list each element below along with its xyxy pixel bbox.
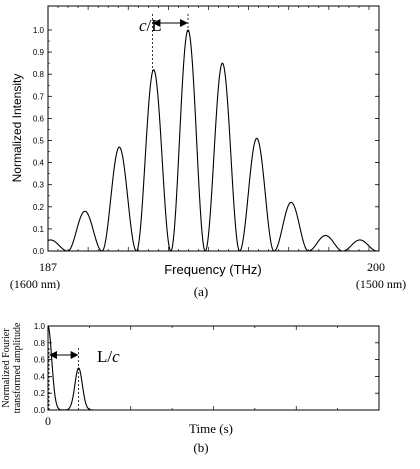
b-y-tick-label: 0.0 (34, 406, 46, 415)
a-x-axis-label: Frequency (THz) (164, 262, 262, 277)
b-amplitude-curve (47, 325, 379, 411)
a-intensity-curve (47, 29, 380, 252)
b-y-axis-label-line1: Normalized Fourier (1, 328, 12, 408)
a-annotation-label: c/L (139, 16, 162, 35)
b-panel-label: (b) (193, 440, 208, 455)
a-y-axis-label: Normalized Intensity (10, 74, 24, 183)
a-x-ticks (57, 6, 370, 251)
a-y-tick-label: 0.8 (33, 70, 45, 79)
a-y-tick-label: 0.1 (33, 225, 45, 234)
b-x-tick-label-0: 0 (45, 414, 51, 428)
a-y-tick-label: 0.5 (33, 137, 45, 146)
a-y-tick-label: 0.7 (33, 92, 45, 101)
a-y-tick-label: 0.0 (33, 247, 45, 256)
b-y-tick-label: 0.6 (34, 356, 46, 365)
b-annotation-label: L/c (97, 347, 120, 366)
a-y-tick-label: 1.0 (33, 26, 45, 35)
b-x-axis-label: Time (s) (189, 421, 233, 436)
a-y-ticks: 0.0 0.1 0.2 0.3 0.4 0.5 0.6 0.7 0.8 0.9 1.0 (33, 26, 379, 256)
a-plot-frame (47, 5, 380, 252)
panel-b: 0.0 0.2 0.4 0.6 0.8 1.0 L/c 0 Time (s) (b) No… (1, 322, 380, 455)
b-y-tick-label: 0.2 (34, 389, 46, 398)
b-y-tick-label: 1.0 (34, 322, 46, 331)
a-y-tick-label: 0.9 (33, 48, 45, 57)
a-x-tick-sublabel-left: (1600 nm) (10, 277, 60, 291)
a-panel-label: (a) (194, 284, 208, 299)
a-x-tick-label-right: 200 (367, 260, 385, 274)
b-y-tick-label: 0.8 (34, 339, 46, 348)
b-plot-frame (47, 325, 380, 411)
a-y-tick-label: 0.6 (33, 114, 45, 123)
b-x-ticks (89, 326, 338, 410)
a-y-tick-label: 0.3 (33, 181, 45, 190)
a-y-tick-label: 0.4 (33, 159, 45, 168)
b-y-axis-label-line2: transformed amplitude (12, 322, 23, 413)
b-y-tick-label: 0.4 (34, 372, 46, 381)
a-x-tick-label-left: 187 (39, 260, 57, 274)
a-x-tick-sublabel-right: (1500 nm) (356, 277, 406, 291)
a-y-tick-label: 0.2 (33, 203, 45, 212)
panel-a: 0.0 0.1 0.2 0.3 0.4 0.5 0.6 0.7 0.8 0.9 1.0 c/L 18… (10, 5, 406, 299)
